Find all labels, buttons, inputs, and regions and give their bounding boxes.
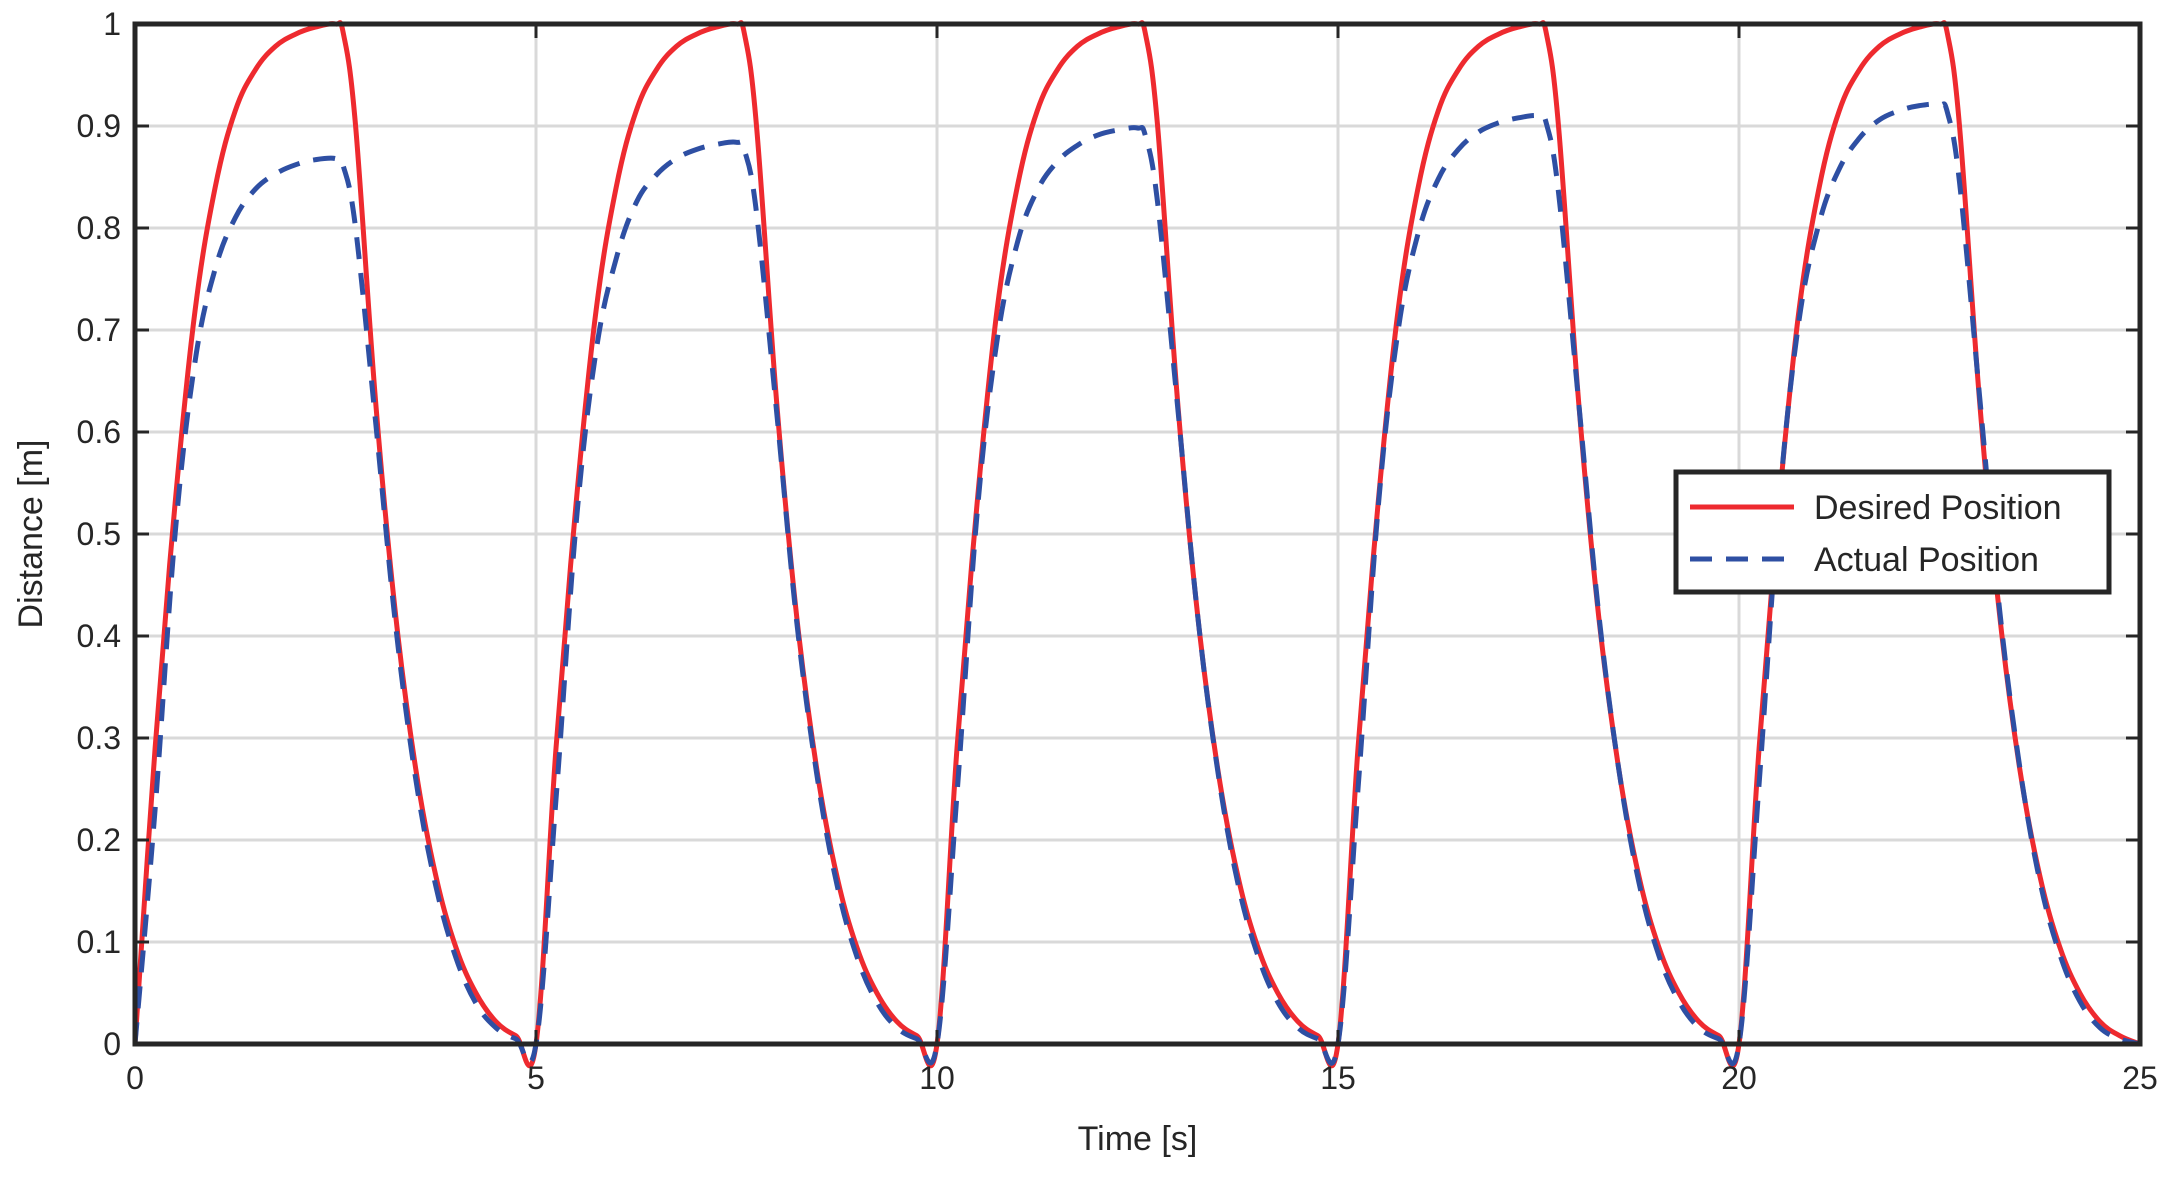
- y-tick-label: 0.5: [77, 516, 121, 552]
- y-tick-label: 0.7: [77, 312, 121, 348]
- y-tick-label: 0.9: [77, 108, 121, 144]
- x-tick-label: 15: [1320, 1060, 1356, 1096]
- y-axis-title: Distance [m]: [12, 440, 50, 629]
- y-tick-label: 0.8: [77, 210, 121, 246]
- x-tick-label: 20: [1721, 1060, 1757, 1096]
- legend-box: [1673, 469, 2112, 595]
- x-tick-label: 0: [126, 1060, 144, 1096]
- x-tick-label: 25: [2122, 1060, 2158, 1096]
- y-tick-label: 0.3: [77, 720, 121, 756]
- legend-label-actual: Actual Position: [1814, 541, 2039, 579]
- y-tick-label: 1: [103, 6, 121, 42]
- series-line-actual: [132, 101, 2141, 1066]
- y-tick-label: 0.4: [77, 618, 121, 654]
- y-tick-label: 0: [103, 1026, 121, 1062]
- ticks-layer: 0 5 10 15 20 25 0 0.1 0.2 0.3 0.4 0.5 0.6 0.7 0.8 0.9 1: [77, 6, 2158, 1096]
- legend: Desired Position Actual Position: [1673, 469, 2112, 595]
- x-tick-label: 10: [919, 1060, 955, 1096]
- y-tick-label: 0.1: [77, 924, 121, 960]
- y-tick-label: 0.6: [77, 414, 121, 450]
- x-axis-title: Time [s]: [1078, 1120, 1198, 1158]
- x-tick-label: 5: [527, 1060, 545, 1096]
- legend-label-desired: Desired Position: [1814, 489, 2062, 527]
- y-tick-label: 0.2: [77, 822, 121, 858]
